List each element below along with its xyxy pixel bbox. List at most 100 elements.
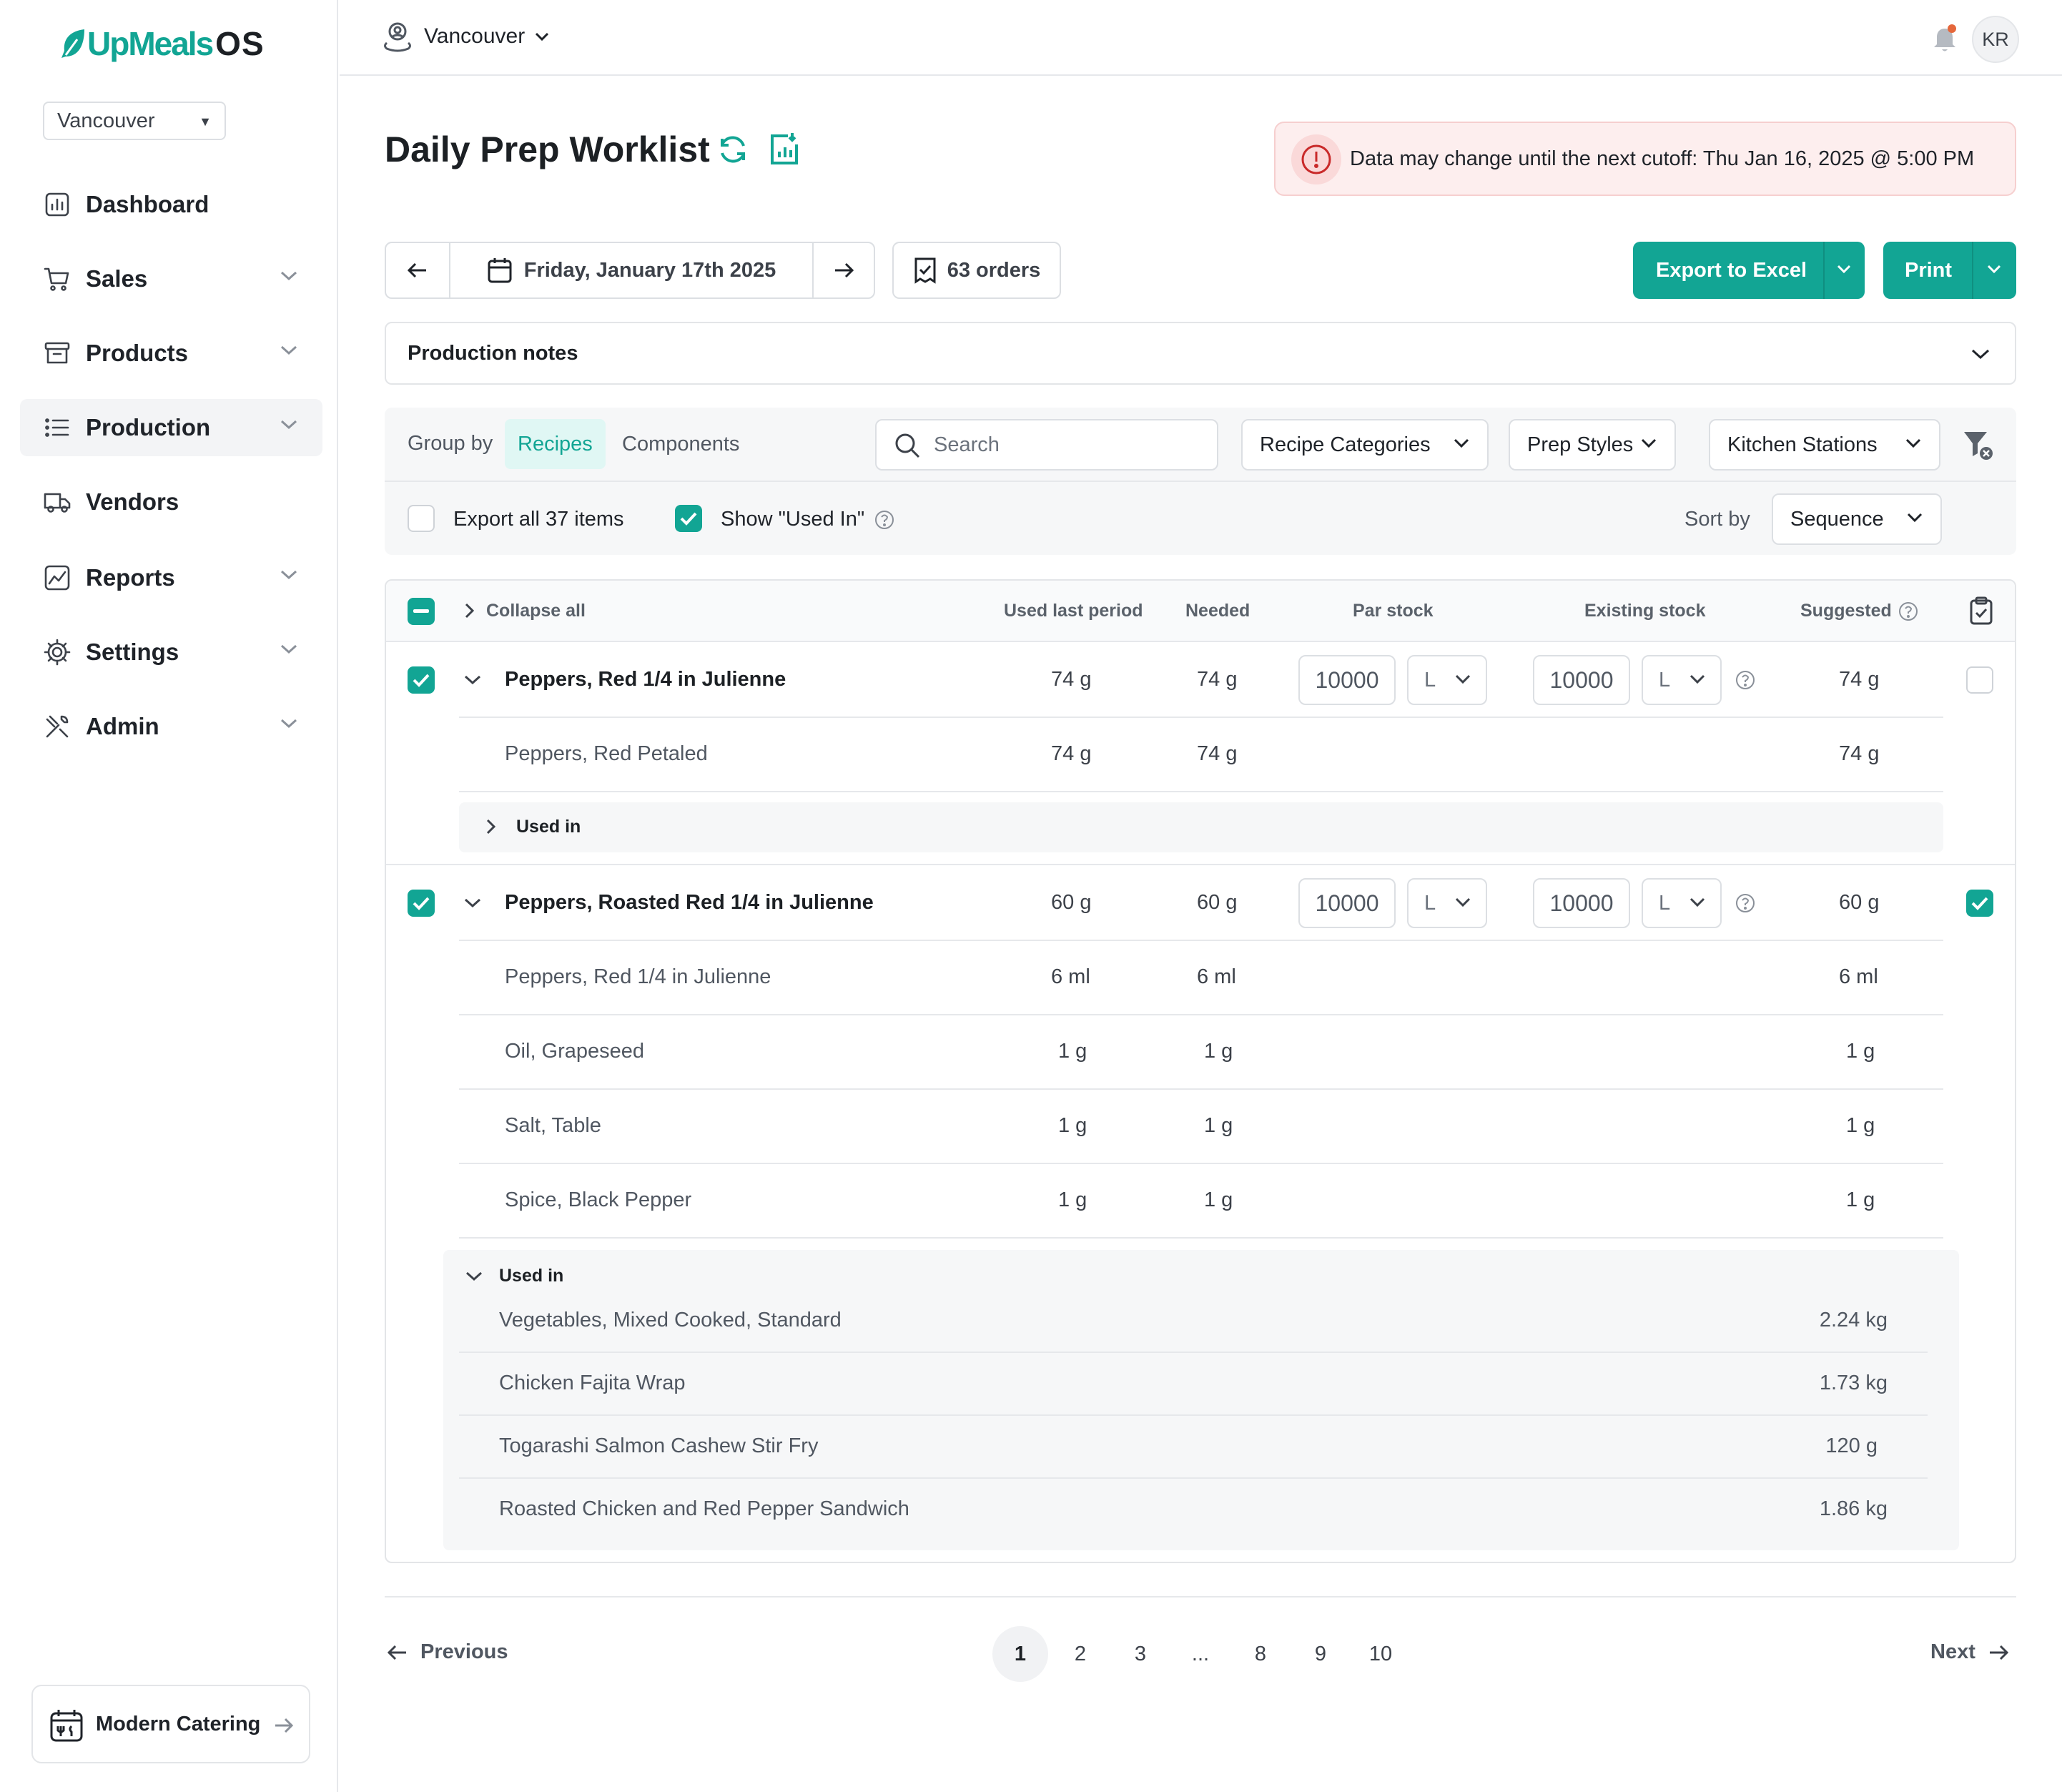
chevron-down-icon xyxy=(280,345,297,355)
show-used-in-checkbox[interactable] xyxy=(675,505,702,532)
sidebar-item-settings[interactable]: Settings xyxy=(20,624,322,681)
group-recipes-toggle[interactable]: Recipes xyxy=(505,419,606,469)
used-in-qty: 2.24 kg xyxy=(1819,1309,1888,1331)
row-done-checkbox[interactable] xyxy=(1966,890,1993,917)
arrow-right-icon xyxy=(275,1718,294,1733)
help-icon[interactable] xyxy=(1735,892,1756,914)
group-components-toggle[interactable]: Components xyxy=(622,432,740,456)
col-par-stock[interactable]: Par stock xyxy=(1353,601,1434,621)
sidebar-item-vendors[interactable]: Vendors xyxy=(20,473,322,531)
par-unit-dropdown[interactable]: L xyxy=(1407,878,1487,928)
app-logo[interactable]: UpMealsOS xyxy=(60,21,265,66)
page-button[interactable]: 9 xyxy=(1314,1642,1327,1665)
clipboard-check-icon[interactable] xyxy=(1969,596,1993,625)
orders-button[interactable]: 63 orders xyxy=(892,242,1061,299)
help-icon[interactable] xyxy=(1898,601,1919,622)
company-name: Modern Catering xyxy=(96,1712,261,1736)
kitchen-stations-dropdown[interactable]: Kitchen Stations xyxy=(1709,419,1940,471)
location-select[interactable]: Vancouver ▼ xyxy=(43,102,226,140)
sidebar-item-admin[interactable]: Admin xyxy=(20,698,322,755)
col-needed[interactable]: Needed xyxy=(1185,601,1250,621)
recipe-categories-dropdown[interactable]: Recipe Categories xyxy=(1241,419,1489,471)
chevron-down-icon xyxy=(1641,438,1657,448)
production-notes-accordion[interactable]: Production notes xyxy=(385,322,2016,385)
sidebar-item-sales[interactable]: Sales xyxy=(20,250,322,307)
caret-down-icon: ▼ xyxy=(199,114,212,129)
search-input[interactable]: Search xyxy=(875,419,1218,471)
report-export-icon[interactable] xyxy=(768,132,801,167)
row-select-checkbox[interactable] xyxy=(408,890,435,917)
sidebar-item-label: Vendors xyxy=(86,488,179,515)
chevron-down-icon xyxy=(1455,897,1471,907)
used-in-toggle[interactable]: Used in xyxy=(443,1250,658,1299)
select-all-checkbox[interactable] xyxy=(408,598,435,625)
export-all-checkbox[interactable] xyxy=(408,505,435,532)
row-select-checkbox[interactable] xyxy=(408,666,435,694)
sort-by-dropdown[interactable]: Sequence xyxy=(1772,493,1942,545)
sidebar-item-production[interactable]: Production xyxy=(20,399,322,456)
component-name: Peppers, Red 1/4 in Julienne xyxy=(505,965,771,988)
calendar-icon xyxy=(488,258,512,283)
location-switcher[interactable]: Vancouver xyxy=(381,20,549,53)
par-stock-input[interactable]: 10000 xyxy=(1298,878,1396,928)
location-select-value: Vancouver xyxy=(57,109,155,132)
next-day-button[interactable] xyxy=(814,243,874,297)
par-stock-input[interactable]: 10000 xyxy=(1298,655,1396,705)
date-picker-button[interactable]: Friday, January 17th 2025 xyxy=(450,243,812,297)
prep-styles-dropdown[interactable]: Prep Styles xyxy=(1509,419,1676,471)
selected-date: Friday, January 17th 2025 xyxy=(523,258,776,282)
existing-stock-input[interactable]: 10000 xyxy=(1533,655,1630,705)
arrow-right-icon xyxy=(1989,1645,2008,1660)
help-icon[interactable] xyxy=(874,509,895,531)
component-suggested-value: 1 g xyxy=(1846,1114,1875,1137)
company-switcher[interactable]: Modern Catering xyxy=(31,1685,310,1763)
component-used-value: 1 g xyxy=(1058,1040,1087,1063)
component-suggested-value: 1 g xyxy=(1846,1040,1875,1063)
export-excel-button[interactable]: Export to Excel xyxy=(1633,242,1865,299)
cart-icon xyxy=(44,267,69,291)
notifications-button[interactable] xyxy=(1930,24,1959,54)
used-in-recipe: Togarashi Salmon Cashew Stir Fry xyxy=(499,1434,819,1457)
col-suggested[interactable]: Suggested xyxy=(1800,601,1892,621)
sidebar-item-products[interactable]: Products xyxy=(20,325,322,382)
avatar[interactable]: KR xyxy=(1972,16,2019,63)
clear-filters-icon[interactable] xyxy=(1962,429,1995,462)
help-icon[interactable] xyxy=(1735,669,1756,691)
sidebar-item-dashboard[interactable]: Dashboard xyxy=(20,176,322,233)
prep-table: Collapse all Used last period Needed Par… xyxy=(385,579,2016,1563)
calendar-utensils-icon xyxy=(50,1710,83,1742)
used-last-period-value: 60 g xyxy=(1051,891,1092,914)
page-button[interactable]: 3 xyxy=(1134,1642,1147,1665)
chevron-down-icon[interactable] xyxy=(463,897,482,910)
next-page-button[interactable]: Next xyxy=(1930,1640,2010,1664)
refresh-icon[interactable] xyxy=(716,133,749,166)
row-done-checkbox[interactable] xyxy=(1966,666,1993,694)
existing-stock-input[interactable]: 10000 xyxy=(1533,878,1630,928)
previous-day-button[interactable] xyxy=(386,243,449,297)
previous-page-button[interactable]: Previous xyxy=(386,1640,508,1664)
alert-message: Data may change until the next cutoff: T… xyxy=(1350,147,1975,170)
print-button[interactable]: Print xyxy=(1883,242,2016,299)
used-in-recipe: Vegetables, Mixed Cooked, Standard xyxy=(499,1309,842,1331)
component-used-value: 1 g xyxy=(1058,1114,1087,1137)
page-button[interactable]: 8 xyxy=(1254,1642,1267,1665)
chevron-down-icon xyxy=(1971,349,1990,360)
existing-unit-dropdown[interactable]: L xyxy=(1642,655,1722,705)
page-button[interactable]: 2 xyxy=(1074,1642,1087,1665)
sidebar-item-reports[interactable]: Reports xyxy=(20,549,322,606)
component-suggested-value: 1 g xyxy=(1846,1188,1875,1211)
collapse-all-button[interactable]: Collapse all xyxy=(463,596,586,625)
sidebar-item-label: Reports xyxy=(86,564,175,591)
component-name: Spice, Black Pepper xyxy=(505,1188,692,1211)
arrow-right-icon xyxy=(835,262,854,278)
col-existing-stock[interactable]: Existing stock xyxy=(1584,601,1706,621)
page-button[interactable]: 1 xyxy=(992,1626,1048,1682)
used-in-toggle[interactable]: Used in xyxy=(459,802,1943,852)
par-unit-dropdown[interactable]: L xyxy=(1407,655,1487,705)
chevron-down-icon[interactable] xyxy=(1986,263,2002,275)
existing-unit-dropdown[interactable]: L xyxy=(1642,878,1722,928)
chevron-down-icon[interactable] xyxy=(1836,263,1852,275)
chevron-down-icon[interactable] xyxy=(463,674,482,686)
page-button[interactable]: 10 xyxy=(1368,1642,1393,1665)
col-used-last-period[interactable]: Used last period xyxy=(1004,601,1143,621)
